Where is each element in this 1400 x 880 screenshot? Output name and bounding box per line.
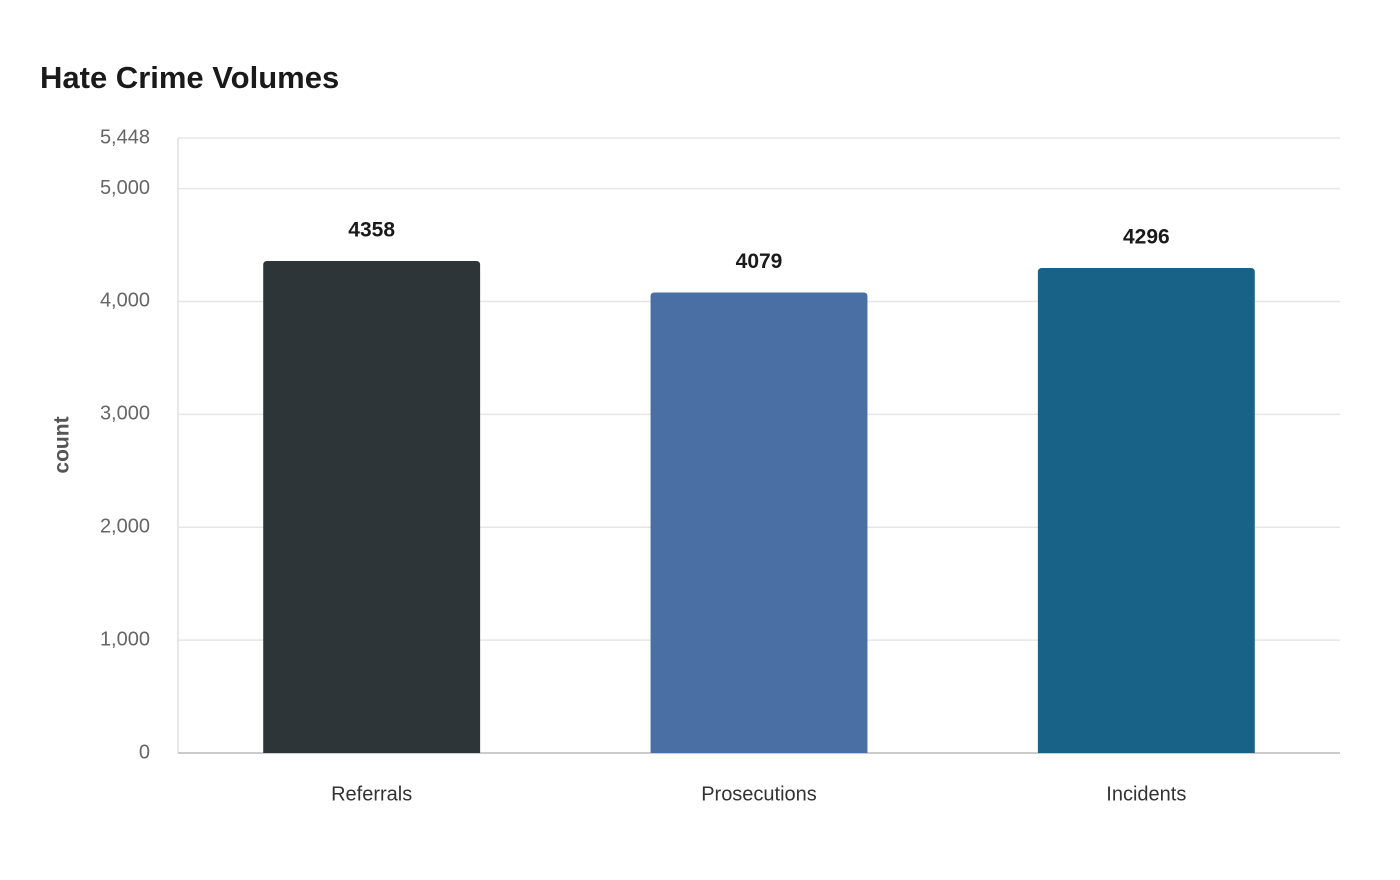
y-tick-label: 4,000 [100,290,150,312]
y-tick-label: 5,448 [100,126,150,148]
y-tick-label: 3,000 [100,403,150,425]
value-label: 4079 [736,250,783,273]
bar [263,261,481,753]
y-axis-label: count [51,416,74,473]
y-tick-label: 0 [139,741,150,763]
value-label: 4358 [348,219,395,242]
chart-title: Hate Crime Volumes [40,60,339,95]
x-tick-label: Prosecutions [701,783,817,805]
y-tick-label: 1,000 [100,628,150,650]
x-tick-label: Incidents [1106,783,1186,805]
x-tick-label: Referrals [331,783,412,805]
bar [650,292,868,753]
bar [1037,268,1255,753]
y-tick-label: 2,000 [100,516,150,538]
value-label: 4296 [1123,226,1170,249]
y-tick-label: 5,000 [100,177,150,199]
